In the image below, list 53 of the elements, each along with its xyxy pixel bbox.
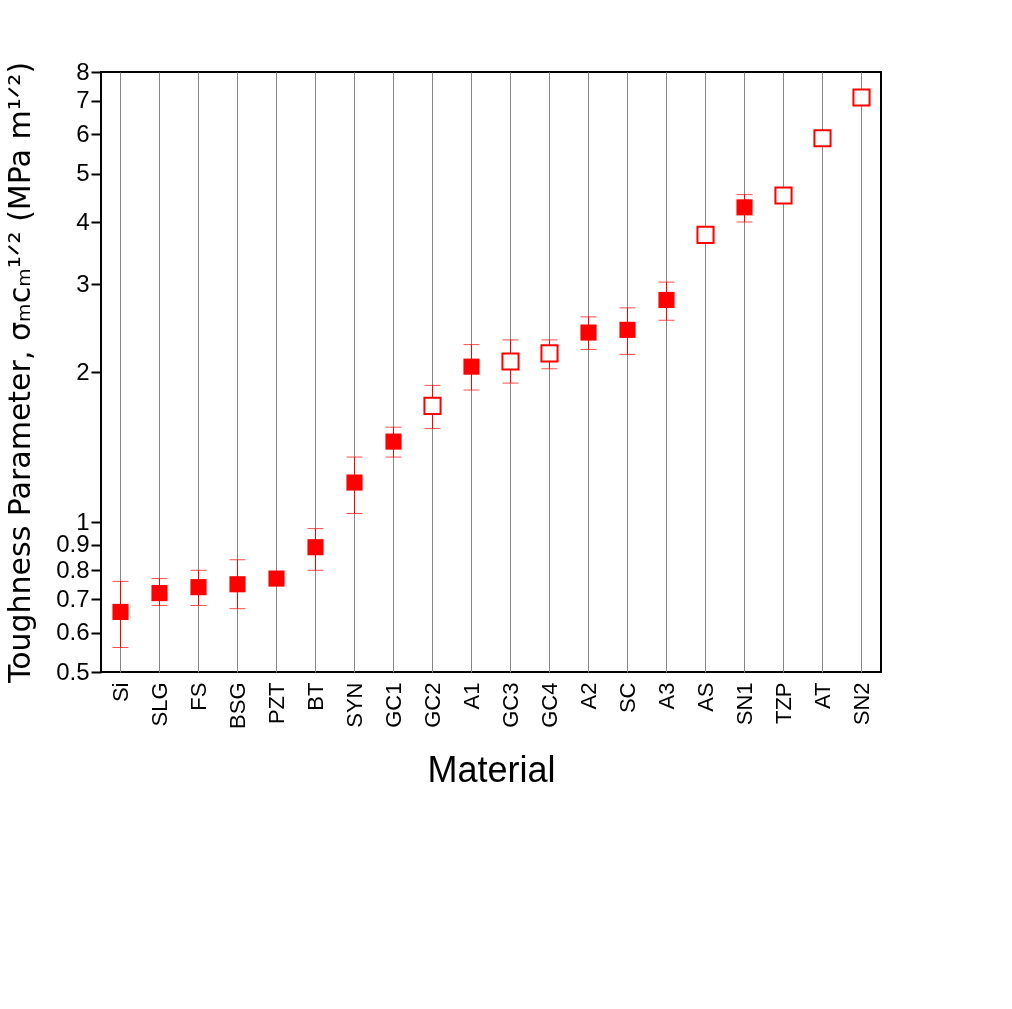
- x-tick-label: A2: [575, 682, 601, 710]
- point: [774, 186, 793, 205]
- x-tick-label: AT: [809, 682, 835, 709]
- point: [463, 358, 480, 375]
- y-tick-label: 0.5: [56, 657, 90, 685]
- point: [580, 324, 597, 341]
- x-tick-label: GC4: [536, 682, 562, 728]
- x-tick-label: GC2: [419, 682, 445, 728]
- y-tick-label: 7: [76, 86, 90, 114]
- x-tick-label: BSG: [224, 682, 250, 729]
- y-tick-label: 0.6: [56, 618, 90, 646]
- point: [423, 396, 442, 415]
- x-tick-label: A1: [458, 682, 484, 710]
- y-tick-label: 3: [76, 269, 90, 297]
- x-tick-label: SLG: [146, 682, 172, 727]
- y-tick-label: 0.8: [56, 555, 90, 583]
- x-tick-label: FS: [185, 682, 211, 711]
- y-tick-label: 6: [76, 119, 90, 147]
- point: [619, 321, 636, 338]
- point: [501, 352, 520, 371]
- x-tick-label: PZT: [263, 682, 289, 725]
- x-axis-title: Material: [427, 748, 556, 790]
- point: [813, 129, 832, 148]
- x-tick-label: GC1: [380, 682, 406, 728]
- x-tick-label: BT: [302, 682, 328, 711]
- point: [385, 433, 402, 450]
- point: [346, 474, 363, 491]
- x-tick-label: TZP: [770, 682, 796, 725]
- y-tick-label: 2: [76, 357, 90, 385]
- y-axis-title: Toughness Parameter, σₘcₘ¹ᐟ² (MPa m¹ᐟ²): [2, 61, 38, 685]
- x-tick-label: Si: [107, 682, 133, 703]
- x-tick-label: SN2: [848, 682, 874, 726]
- x-tick-label: A3: [653, 682, 679, 710]
- point: [229, 576, 246, 593]
- x-tick-label: SYN: [341, 682, 367, 728]
- point: [540, 344, 559, 363]
- point: [658, 291, 675, 309]
- point: [696, 225, 715, 244]
- y-tick-label: 5: [76, 159, 90, 187]
- y-tick-label: 0.7: [56, 584, 90, 612]
- y-tick-label: 8: [76, 57, 90, 85]
- x-tick-label: SC: [614, 682, 640, 714]
- y-tick-label: 4: [76, 207, 90, 235]
- point: [268, 570, 285, 587]
- x-tick-label: AS: [692, 682, 718, 712]
- point: [736, 199, 753, 216]
- x-tick-label: SN1: [731, 682, 757, 726]
- point: [852, 88, 871, 107]
- point: [151, 585, 168, 602]
- point: [190, 579, 207, 596]
- point: [112, 603, 129, 620]
- point: [307, 539, 324, 556]
- x-tick-label: GC3: [497, 682, 523, 728]
